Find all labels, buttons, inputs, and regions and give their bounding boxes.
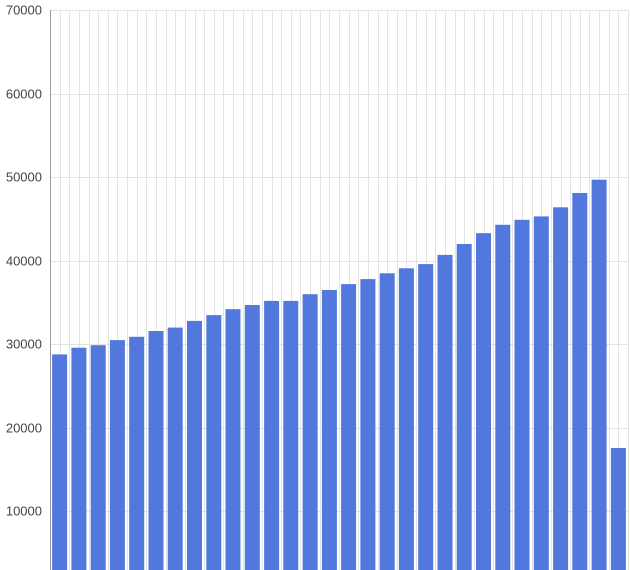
bar-5 (129, 336, 145, 570)
bar-19 (398, 268, 414, 570)
y-axis-tick-labels: 10000 20000 30000 40000 50000 60000 70000 (6, 3, 42, 519)
bar-7 (167, 327, 183, 570)
bar-13 (283, 300, 299, 570)
bar-10 (225, 309, 241, 570)
bar-26 (533, 216, 549, 570)
bar-6 (148, 331, 164, 570)
bar-22 (456, 244, 472, 570)
bar-4 (109, 340, 125, 570)
bar-21 (437, 254, 453, 570)
bar-16 (341, 284, 357, 570)
bar-11 (244, 305, 260, 570)
bar-15 (321, 290, 337, 570)
bar-27 (553, 207, 569, 570)
y-tick-label: 70000 (6, 3, 42, 18)
bar-3 (90, 345, 106, 570)
bar-25 (514, 219, 530, 570)
bar-2 (71, 347, 87, 570)
bar-30 (610, 448, 626, 570)
y-tick-label: 30000 (6, 337, 42, 352)
bar-20 (418, 264, 434, 570)
y-tick-label: 40000 (6, 254, 42, 269)
bar-9 (206, 315, 222, 570)
y-tick-label: 50000 (6, 170, 42, 185)
bar-23 (476, 233, 491, 570)
bar-12 (264, 300, 280, 570)
bar-14 (302, 294, 318, 570)
bar-29 (591, 179, 607, 570)
bar-28 (572, 193, 588, 570)
bar-18 (379, 273, 395, 570)
y-tick-label: 20000 (6, 421, 42, 436)
bar-1 (52, 354, 68, 570)
bars (52, 179, 626, 570)
bar-8 (187, 320, 202, 570)
y-tick-label: 60000 (6, 87, 42, 102)
bar-24 (495, 224, 511, 570)
bar-17 (360, 279, 376, 570)
y-tick-label: 10000 (6, 504, 42, 519)
